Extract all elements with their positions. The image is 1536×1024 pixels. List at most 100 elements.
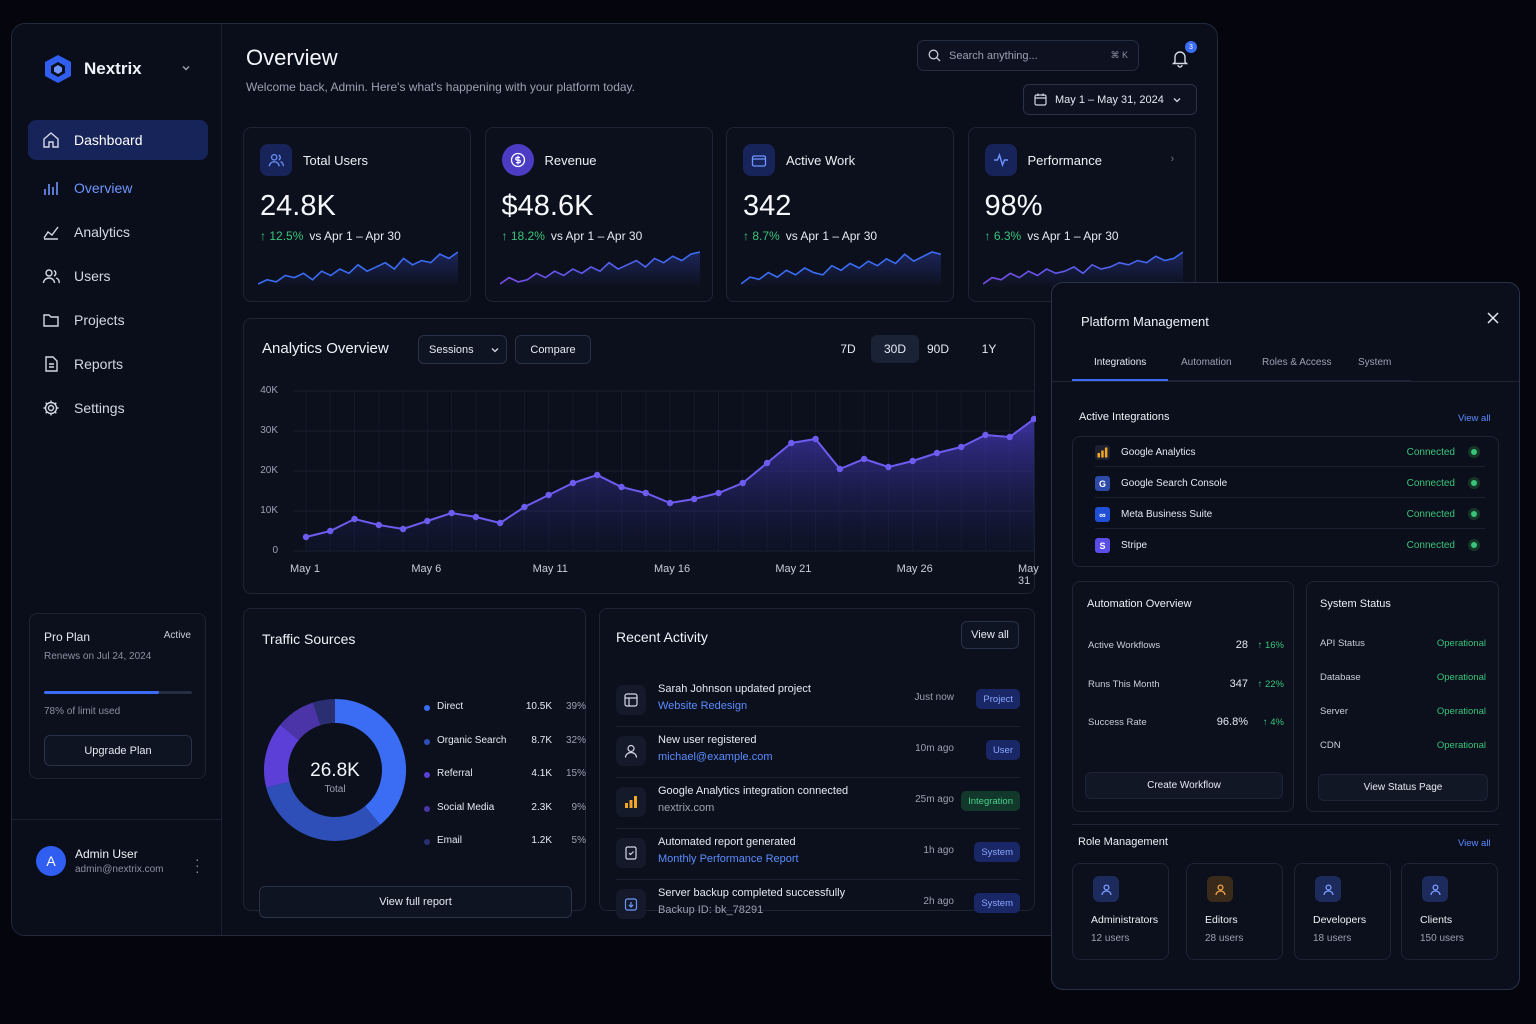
kpi-card-active-work[interactable]: Active Work 342 ↑ 8.7% vs Apr 1 – Apr 30 [726, 127, 954, 302]
search-input[interactable] [949, 49, 1099, 62]
data-point[interactable] [982, 431, 989, 439]
integration-row[interactable]: Google Analytics Connected [1095, 437, 1485, 467]
kpi-card-total-users[interactable]: Total Users 24.8K ↑ 12.5% vs Apr 1 – Apr 30 [243, 127, 471, 302]
data-point[interactable] [375, 521, 382, 529]
metric-select[interactable]: Sessions [418, 335, 507, 364]
tab-roles-access[interactable]: Roles & Access [1262, 357, 1332, 368]
role-card-administrators[interactable]: Administrators 12 users [1072, 863, 1169, 960]
data-point[interactable] [569, 479, 577, 487]
role-card-clients[interactable]: Clients 150 users [1401, 863, 1498, 960]
activity-subtitle[interactable]: Website Redesign [658, 700, 748, 712]
role-card-developers[interactable]: Developers 18 users [1294, 863, 1391, 960]
data-point[interactable] [642, 489, 649, 497]
activity-item[interactable]: Server backup completed successfully Back… [616, 881, 1020, 931]
data-point[interactable] [885, 463, 892, 471]
data-point[interactable] [739, 479, 746, 487]
roles-view-all-link[interactable]: View all [1458, 838, 1491, 849]
data-point[interactable] [1006, 433, 1013, 441]
search-box[interactable]: ⌘ K [917, 40, 1139, 71]
data-point[interactable] [472, 513, 480, 521]
system-component-status: Operational [1436, 740, 1486, 751]
activity-subtitle[interactable]: michael@example.com [658, 751, 773, 763]
sidebar-item-analytics[interactable]: Analytics [28, 212, 208, 252]
data-point[interactable] [909, 457, 916, 465]
range-90d[interactable]: 90D [926, 342, 949, 356]
data-point[interactable] [448, 509, 455, 517]
pulse-icon [993, 152, 1008, 168]
data-point[interactable] [715, 489, 722, 497]
data-point[interactable] [545, 491, 552, 499]
data-point[interactable] [812, 435, 819, 443]
data-point[interactable] [1030, 415, 1036, 423]
donut-slice[interactable] [264, 724, 300, 788]
data-point[interactable] [594, 471, 601, 479]
upgrade-plan-button[interactable]: Upgrade Plan [44, 735, 192, 766]
user-profile[interactable]: A Admin User admin@nextrix.com [36, 846, 164, 876]
search-console-icon: G [1095, 476, 1110, 491]
tab-automation[interactable]: Automation [1181, 357, 1232, 368]
search-shortcut: ⌘ K [1110, 50, 1128, 60]
sidebar-item-dashboard[interactable]: Dashboard [28, 120, 208, 160]
integrations-title: Active Integrations [1079, 411, 1170, 423]
kpi-icon-wrap [501, 144, 534, 176]
brand[interactable]: Nextrix [44, 54, 142, 84]
donut-slice[interactable] [280, 702, 321, 741]
activity-item[interactable]: New user registered michael@example.com 10… [616, 728, 1020, 778]
activity-item[interactable]: Google Analytics integration connected ne… [616, 779, 1020, 829]
sidebar-item-reports[interactable]: Reports [28, 344, 208, 384]
data-point[interactable] [691, 495, 698, 503]
data-point[interactable] [399, 525, 407, 533]
data-point[interactable] [933, 449, 941, 457]
integrations-view-all-link[interactable]: View all [1458, 413, 1491, 424]
sidebar-item-projects[interactable]: Projects [28, 300, 208, 340]
activity-view-all-button[interactable]: View all [961, 621, 1019, 649]
integration-row[interactable]: G Google Search Console Connected [1095, 468, 1485, 498]
integration-row[interactable]: S Stripe Connected [1095, 530, 1485, 560]
date-range-picker[interactable]: May 1 – May 31, 2024 [1023, 84, 1197, 115]
donut-slice[interactable] [313, 699, 336, 726]
range-7d[interactable]: 7D [840, 342, 856, 356]
create-workflow-button[interactable]: Create Workflow [1085, 772, 1283, 799]
data-point[interactable] [788, 439, 795, 447]
data-point[interactable] [836, 465, 844, 473]
view-status-page-button[interactable]: View Status Page [1318, 774, 1488, 801]
data-point[interactable] [763, 459, 771, 467]
tab-integrations[interactable]: Integrations [1094, 357, 1147, 368]
legend-percent: 9% [571, 801, 586, 813]
role-card-editors[interactable]: Editors 28 users [1186, 863, 1283, 960]
view-full-report-button[interactable]: View full report [259, 886, 572, 918]
data-point[interactable] [666, 499, 674, 507]
donut-slice[interactable] [334, 699, 406, 825]
data-point[interactable] [521, 503, 528, 511]
data-point[interactable] [618, 483, 625, 491]
activity-item[interactable]: Automated report generated Monthly Perfor… [616, 830, 1020, 880]
kpi-card-performance[interactable]: Performance 98% ↑ 6.3% vs Apr 1 – Apr 30 › [967, 127, 1196, 302]
sidebar-item-users[interactable]: Users [28, 256, 208, 296]
kpi-delta: ↑ 6.3% vs Apr 1 – Apr 30 [985, 229, 1119, 243]
data-point[interactable] [424, 517, 431, 525]
chevron-down-icon[interactable] [180, 62, 192, 74]
data-point[interactable] [351, 515, 358, 523]
range-30d[interactable]: 30D [871, 335, 919, 363]
data-point[interactable] [327, 527, 334, 535]
tab-system[interactable]: System [1358, 357, 1392, 368]
sidebar-item-settings[interactable]: Settings [28, 388, 208, 428]
close-icon[interactable] [1486, 311, 1500, 325]
range-1y[interactable]: 1Y [981, 342, 997, 356]
data-point[interactable] [860, 455, 868, 463]
plan-usage-label: 78% of limit used [44, 706, 121, 717]
data-point[interactable] [496, 519, 504, 527]
activity-item[interactable]: Sarah Johnson updated project Website Red… [616, 677, 1020, 727]
sidebar-item-overview[interactable]: Overview [28, 168, 208, 208]
activity-subtitle[interactable]: Monthly Performance Report [658, 853, 799, 865]
data-point[interactable] [958, 443, 965, 451]
bell-icon[interactable] [1170, 48, 1190, 68]
compare-button[interactable]: Compare [515, 335, 591, 364]
integration-row[interactable]: ∞ Meta Business Suite Connected [1095, 499, 1485, 529]
legend-value: 1.2K [531, 835, 552, 846]
chevron-right-icon[interactable]: › [1170, 153, 1175, 165]
data-point[interactable] [302, 533, 310, 541]
kpi-card-revenue[interactable]: Revenue $48.6K ↑ 18.2% vs Apr 1 – Apr 30 [484, 127, 713, 302]
more-vertical-icon[interactable]: · · · [195, 851, 200, 879]
donut-slice[interactable] [266, 781, 381, 841]
